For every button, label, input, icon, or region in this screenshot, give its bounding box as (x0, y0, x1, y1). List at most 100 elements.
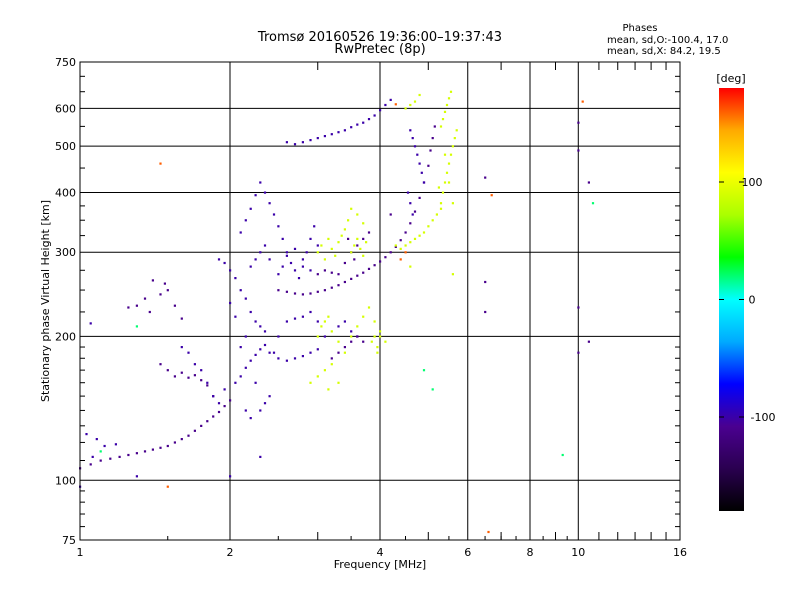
data-point (409, 129, 412, 132)
data-point (347, 219, 350, 222)
data-point (330, 133, 333, 136)
data-point (166, 444, 169, 448)
data-point (362, 222, 365, 225)
data-point (404, 244, 407, 247)
data-point (85, 433, 88, 436)
data-point (409, 202, 412, 205)
data-point (316, 375, 319, 378)
data-point (135, 304, 138, 307)
data-point (212, 395, 215, 398)
data-point (418, 162, 421, 165)
data-point (187, 351, 190, 354)
data-point (455, 129, 458, 132)
data-point (249, 417, 252, 420)
data-point (254, 381, 257, 384)
data-point (301, 258, 304, 261)
data-point (416, 153, 419, 156)
data-point (431, 388, 434, 391)
data-point (285, 251, 288, 254)
data-point (343, 346, 346, 349)
data-point (309, 292, 312, 295)
data-point (159, 363, 162, 366)
data-point (343, 280, 346, 284)
data-point (577, 351, 580, 354)
data-point (316, 320, 319, 323)
data-point (413, 210, 417, 213)
colorbar-label: [deg] (716, 72, 745, 85)
data-point (441, 191, 445, 194)
data-point (180, 346, 183, 349)
data-point (359, 247, 362, 250)
data-point (399, 239, 402, 242)
data-point (350, 330, 353, 333)
data-point (249, 310, 252, 314)
data-point (254, 353, 257, 356)
data-point (439, 207, 443, 210)
data-point (343, 351, 346, 354)
data-point (389, 213, 392, 216)
data-point (277, 289, 280, 292)
data-point (343, 261, 346, 265)
data-point (409, 222, 412, 225)
data-point (367, 306, 371, 309)
data-point (356, 244, 359, 247)
data-point (254, 258, 257, 261)
data-point (301, 265, 304, 268)
grid (80, 62, 680, 540)
data-point (223, 388, 226, 391)
data-point (413, 100, 417, 103)
data-point (272, 351, 276, 354)
data-point (159, 293, 162, 296)
data-point (234, 381, 237, 384)
data-point (350, 335, 353, 338)
data-point (389, 98, 392, 101)
data-point (323, 289, 326, 292)
x-tick-label: 10 (571, 546, 585, 559)
x-axis-label: Frequency [MHz] (334, 558, 426, 571)
data-point (418, 234, 421, 237)
data-point (337, 381, 340, 384)
data-point (187, 376, 190, 379)
data-point (409, 265, 412, 268)
data-point (95, 438, 98, 441)
y-axis-label: Stationary phase Virtual Height [km] (39, 200, 52, 402)
data-point (337, 273, 340, 276)
data-point (373, 320, 376, 323)
data-point (301, 315, 304, 318)
data-point (293, 269, 297, 272)
data-point (206, 381, 209, 384)
data-point (249, 207, 252, 210)
data-point (587, 181, 590, 184)
data-point (367, 267, 371, 270)
data-point (343, 129, 346, 132)
y-tick-label: 200 (55, 330, 76, 343)
data-point (180, 438, 183, 441)
data-point (330, 357, 333, 360)
data-point (323, 369, 326, 372)
data-point (249, 265, 252, 268)
data-point (484, 310, 487, 314)
data-point (376, 351, 379, 354)
data-point (427, 164, 430, 167)
data-point (356, 123, 359, 126)
x-tick-label: 6 (464, 546, 471, 559)
data-point (404, 107, 407, 110)
data-point (277, 357, 280, 360)
data-point (239, 231, 242, 234)
data-point (323, 335, 326, 338)
data-point (259, 325, 262, 328)
data-point (418, 93, 421, 97)
data-point (234, 315, 237, 318)
data-point (356, 274, 359, 277)
data-point (340, 234, 343, 237)
data-point (193, 429, 196, 432)
data-point (337, 340, 340, 343)
data-point (285, 359, 288, 362)
x-tick-label: 16 (673, 546, 687, 559)
data-point (166, 289, 169, 292)
legend-title: Phases (622, 23, 657, 34)
data-point (323, 258, 326, 261)
data-point (277, 273, 280, 276)
data-point (327, 315, 330, 318)
data-point (268, 351, 271, 354)
